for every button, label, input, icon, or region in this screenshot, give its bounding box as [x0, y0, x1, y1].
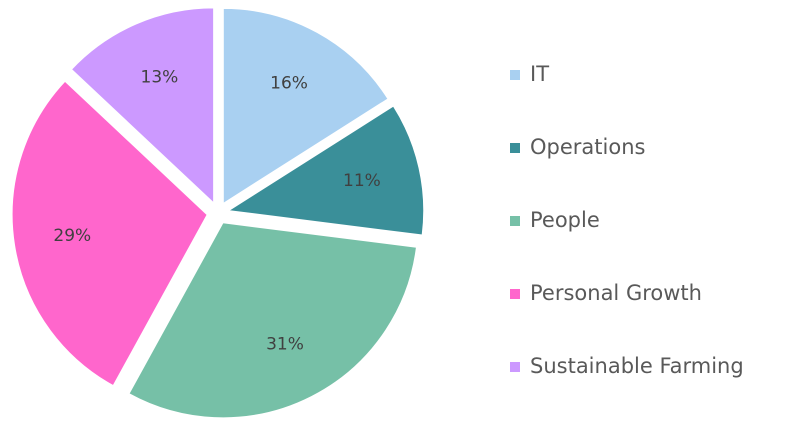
pie-slice — [222, 7, 389, 205]
legend-marker — [510, 216, 520, 226]
legend-label: IT — [530, 62, 549, 86]
legend-label: Operations — [530, 135, 645, 159]
data-label: 13% — [141, 68, 179, 88]
legend-marker — [510, 289, 520, 299]
data-label: 29% — [53, 226, 91, 246]
data-label: 16% — [270, 74, 308, 94]
pie-slice — [70, 7, 215, 205]
legend-marker — [510, 70, 520, 80]
pie-slice — [227, 105, 425, 236]
data-label: 11% — [343, 171, 381, 191]
legend-label: People — [530, 208, 600, 232]
legend-label: Personal Growth — [530, 281, 702, 305]
legend-marker — [510, 143, 520, 153]
legend-marker — [510, 362, 520, 372]
legend-label: Sustainable Farming — [530, 354, 744, 378]
pie-slice — [128, 222, 418, 419]
data-label: 31% — [266, 334, 304, 354]
pie-slice — [11, 80, 208, 387]
